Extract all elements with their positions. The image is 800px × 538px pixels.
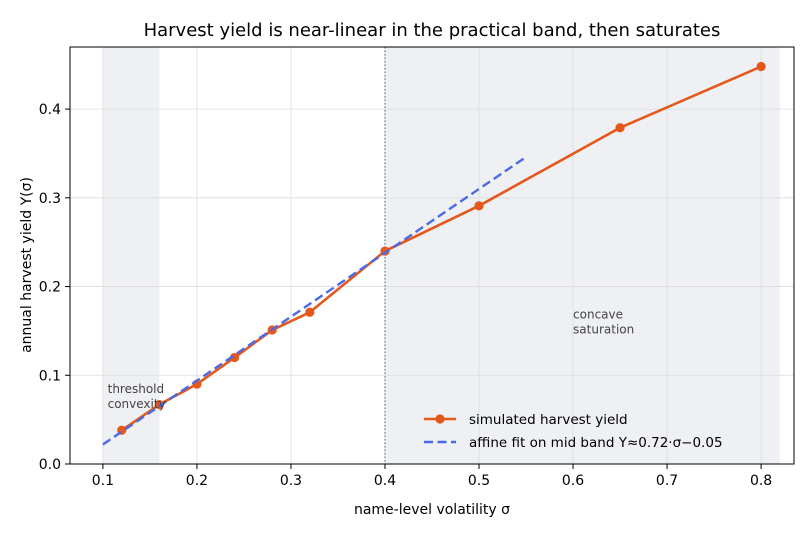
annotations: threshold convexity concave saturation (108, 307, 635, 411)
annotation-line: concave (573, 307, 623, 321)
x-tick-label: 0.8 (750, 473, 772, 489)
x-tick-label: 0.7 (656, 473, 678, 489)
shaded-regions (102, 47, 780, 464)
series-layer (102, 61, 766, 446)
y-tick-label: 0.4 (39, 102, 61, 118)
x-tick-label: 0.1 (92, 473, 114, 489)
annotation-line: saturation (573, 322, 634, 336)
x-tick-label: 0.4 (374, 473, 396, 489)
x-tick-label: 0.5 (468, 473, 490, 489)
plot-frame (69, 46, 795, 465)
y-axis-label: annual harvest yield Y(σ) (19, 177, 35, 353)
legend-label-1: affine fit on mid band Y≈0.72·σ−0.05 (469, 435, 723, 451)
x-tick-label: 0.3 (280, 473, 302, 489)
legend-label-0: simulated harvest yield (469, 412, 628, 428)
data-point (756, 61, 766, 72)
data-point (615, 123, 625, 133)
series-line-1 (102, 156, 527, 446)
region-annotation-1: concave saturation (573, 307, 634, 336)
x-tick-label: 0.6 (562, 473, 584, 489)
x-tick-label: 0.2 (186, 473, 208, 489)
annotation-line: threshold (108, 382, 165, 396)
annotation-line: convexity (108, 397, 166, 411)
data-point (154, 399, 164, 410)
shaded-region-1 (384, 47, 780, 464)
y-tick-label: 0.0 (39, 457, 61, 473)
y-tick-label: 0.1 (39, 368, 61, 384)
region-annotation-0: threshold convexity (108, 382, 166, 411)
y-tick-label: 0.2 (39, 280, 61, 296)
data-point (474, 201, 484, 211)
x-axis-label: name-level volatility σ (354, 502, 510, 518)
legend: simulated harvest yield affine fit on mid… (424, 412, 723, 451)
y-axis-ticks: 0.0 0.1 0.2 0.3 0.4 (39, 102, 70, 473)
y-tick-label: 0.3 (39, 191, 61, 207)
shaded-region-0 (102, 47, 160, 464)
series-line-0 (120, 65, 762, 432)
x-axis-ticks: 0.1 0.2 0.3 0.4 0.5 0.6 0.7 0.8 (92, 464, 772, 489)
data-point (305, 307, 315, 317)
chart-title: Harvest yield is near-linear in the prac… (144, 20, 721, 41)
legend-marker (435, 414, 445, 424)
